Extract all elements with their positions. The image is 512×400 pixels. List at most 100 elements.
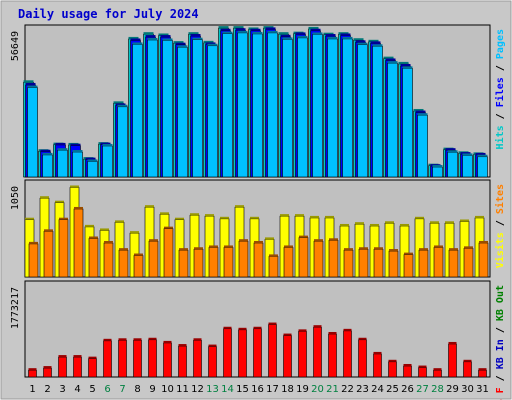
bar-kb-f-day-11 xyxy=(178,345,187,378)
bar-top-pages-day-29 xyxy=(447,150,458,153)
bar-top-files-day-22 xyxy=(340,33,351,36)
bar-top-files-day-3 xyxy=(55,142,66,145)
x-tick-label: 11 xyxy=(176,384,189,395)
bar-top-sites-day-24 xyxy=(374,247,383,250)
bar-top-visits-day-19 xyxy=(295,214,304,217)
bar-top-files-day-30 xyxy=(460,152,471,155)
bar-top-hits-day-23 xyxy=(353,38,364,41)
bar-top-sites-day-7 xyxy=(119,248,128,251)
bar-top-pages-day-25 xyxy=(387,61,398,64)
x-tick-label: 31 xyxy=(476,384,489,395)
bar-sites-day-14 xyxy=(223,247,234,278)
bar-top-kb-f-day-9 xyxy=(148,337,157,340)
bar-top-visits-day-23 xyxy=(355,222,364,225)
x-tick-label: 22 xyxy=(341,384,354,395)
bar-top-pages-day-10 xyxy=(162,38,173,41)
bar-top-kb-f-day-30 xyxy=(463,359,472,362)
bar-top-visits-day-15 xyxy=(235,205,244,208)
x-tick-label: 24 xyxy=(371,384,384,395)
bar-top-files-day-1 xyxy=(25,82,36,85)
bar-kb-f-day-3 xyxy=(58,356,67,378)
bar-top-hits-day-27 xyxy=(413,108,424,111)
x-tick-label: 18 xyxy=(281,384,294,395)
bar-top-kb-f-day-11 xyxy=(178,344,187,347)
bar-top-pages-day-6 xyxy=(102,143,113,146)
bar-sites-day-23 xyxy=(358,248,369,278)
bar-top-visits-day-5 xyxy=(85,224,94,227)
bar-top-visits-day-13 xyxy=(205,214,214,217)
bar-top-kb-f-day-25 xyxy=(388,359,397,362)
bar-top-files-day-9 xyxy=(145,35,156,38)
bar-top-sites-day-3 xyxy=(59,217,68,220)
bar-top-visits-day-30 xyxy=(460,219,469,222)
bar-pages-day-6 xyxy=(102,145,113,178)
x-tick-label: 10 xyxy=(161,384,174,395)
bar-pages-day-8 xyxy=(132,44,143,178)
bar-top-sites-day-4 xyxy=(74,206,83,209)
bar-kb-f-day-12 xyxy=(193,339,202,378)
bar-pages-day-20 xyxy=(312,34,323,178)
bar-kb-f-day-29 xyxy=(448,343,457,378)
bar-top-files-day-2 xyxy=(40,149,51,152)
bar-kb-f-day-17 xyxy=(268,324,277,378)
bar-pages-day-27 xyxy=(417,114,428,178)
bar-top-pages-day-15 xyxy=(237,30,248,33)
legend-kb-out: KB Out xyxy=(495,285,506,321)
bar-sites-day-11 xyxy=(178,249,189,278)
bar-top-visits-day-18 xyxy=(280,214,289,217)
bar-top-visits-day-9 xyxy=(145,205,154,208)
bar-top-files-day-13 xyxy=(205,42,216,45)
bar-pages-day-23 xyxy=(357,44,368,178)
bar-pages-day-16 xyxy=(252,33,263,178)
bar-pages-day-10 xyxy=(162,40,173,178)
bar-top-kb-f-day-7 xyxy=(118,338,127,341)
bar-top-files-day-20 xyxy=(310,28,321,31)
bar-kb-f-day-18 xyxy=(283,335,292,378)
bar-pages-day-9 xyxy=(147,39,158,178)
legend-separator: / xyxy=(495,59,506,77)
bar-pages-day-30 xyxy=(462,155,473,178)
bar-top-visits-day-11 xyxy=(175,217,184,220)
bar-top-hits-day-1 xyxy=(23,80,34,83)
x-tick-label: 12 xyxy=(191,384,204,395)
bar-top-sites-day-2 xyxy=(44,229,53,232)
bar-top-pages-day-11 xyxy=(177,45,188,48)
bar-top-visits-day-16 xyxy=(250,216,259,219)
bar-top-visits-day-20 xyxy=(310,215,319,218)
bar-top-files-day-18 xyxy=(280,34,291,37)
bar-top-sites-day-14 xyxy=(224,245,233,248)
x-tick-label: 2 xyxy=(44,384,50,395)
bar-kb-f-day-7 xyxy=(118,339,127,378)
bar-top-visits-day-7 xyxy=(115,220,124,223)
bar-top-pages-day-21 xyxy=(327,36,338,39)
bar-top-files-day-21 xyxy=(325,34,336,37)
bar-top-sites-day-23 xyxy=(359,247,368,250)
bar-top-pages-day-8 xyxy=(132,42,143,45)
bar-sites-day-28 xyxy=(433,247,444,278)
bar-kb-f-day-20 xyxy=(313,326,322,378)
bar-pages-day-4 xyxy=(72,151,83,178)
bar-top-pages-day-3 xyxy=(57,148,68,151)
bar-pages-day-25 xyxy=(387,62,398,178)
bar-top-files-day-11 xyxy=(175,42,186,45)
panel-1-max-label: 56649 xyxy=(10,31,21,61)
x-tick-label: 17 xyxy=(266,384,279,395)
bar-top-hits-day-15 xyxy=(233,26,244,29)
bar-top-sites-day-29 xyxy=(449,248,458,251)
bar-top-pages-day-31 xyxy=(477,154,488,157)
bar-top-visits-day-31 xyxy=(475,215,484,218)
bar-sites-day-31 xyxy=(478,242,489,278)
bar-top-kb-f-day-23 xyxy=(358,337,367,340)
bar-kb-f-day-27 xyxy=(418,367,427,378)
bar-top-files-day-23 xyxy=(355,40,366,43)
bar-pages-day-12 xyxy=(192,39,203,178)
bar-sites-day-7 xyxy=(118,249,129,278)
bar-top-visits-day-2 xyxy=(40,196,49,199)
x-tick-label: 3 xyxy=(59,384,65,395)
bar-kb-f-day-19 xyxy=(298,331,307,378)
panel-1-legend: Hits / Files / Pages xyxy=(494,29,506,149)
bar-sites-day-12 xyxy=(193,248,204,278)
bar-sites-day-26 xyxy=(403,254,414,278)
bar-pages-day-1 xyxy=(27,87,38,178)
